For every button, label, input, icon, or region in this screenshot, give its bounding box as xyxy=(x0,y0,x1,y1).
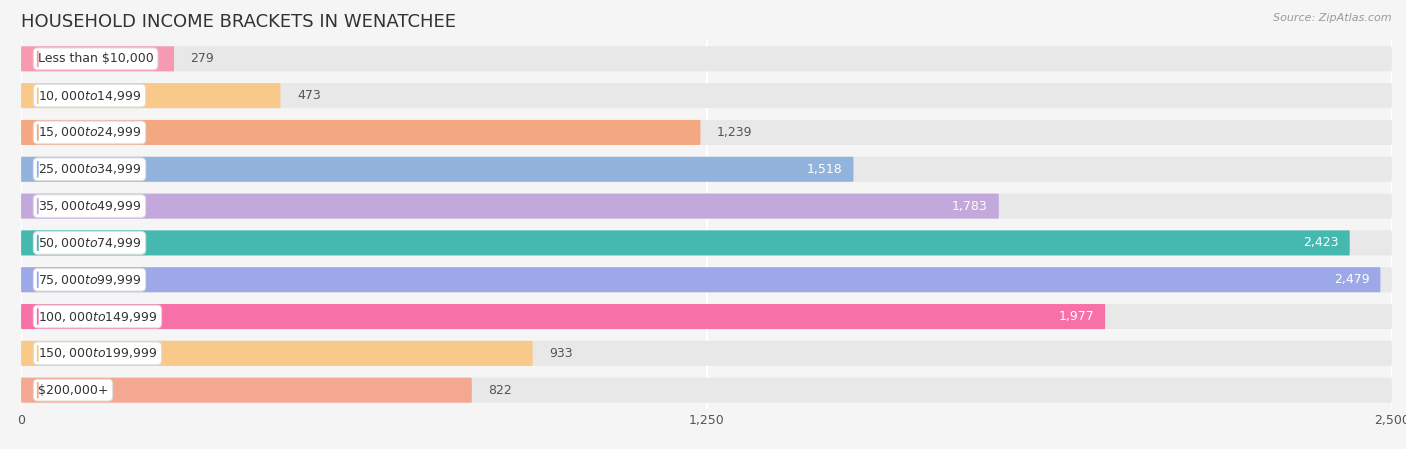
Text: $75,000 to $99,999: $75,000 to $99,999 xyxy=(38,273,141,287)
Text: 933: 933 xyxy=(550,347,572,360)
FancyBboxPatch shape xyxy=(21,194,998,219)
Text: Less than $10,000: Less than $10,000 xyxy=(38,53,153,65)
Text: 1,783: 1,783 xyxy=(952,200,988,212)
Text: $50,000 to $74,999: $50,000 to $74,999 xyxy=(38,236,141,250)
FancyBboxPatch shape xyxy=(21,157,853,182)
FancyBboxPatch shape xyxy=(21,378,472,403)
Text: HOUSEHOLD INCOME BRACKETS IN WENATCHEE: HOUSEHOLD INCOME BRACKETS IN WENATCHEE xyxy=(21,13,456,31)
FancyBboxPatch shape xyxy=(21,83,280,108)
FancyBboxPatch shape xyxy=(21,230,1392,255)
FancyBboxPatch shape xyxy=(21,341,533,366)
FancyBboxPatch shape xyxy=(21,157,1392,182)
Text: Source: ZipAtlas.com: Source: ZipAtlas.com xyxy=(1274,13,1392,23)
Text: 1,977: 1,977 xyxy=(1059,310,1094,323)
Text: $100,000 to $149,999: $100,000 to $149,999 xyxy=(38,309,157,324)
FancyBboxPatch shape xyxy=(21,230,1350,255)
FancyBboxPatch shape xyxy=(21,304,1392,329)
Text: $35,000 to $49,999: $35,000 to $49,999 xyxy=(38,199,141,213)
FancyBboxPatch shape xyxy=(21,83,1392,108)
FancyBboxPatch shape xyxy=(21,267,1381,292)
FancyBboxPatch shape xyxy=(21,120,1392,145)
Text: $10,000 to $14,999: $10,000 to $14,999 xyxy=(38,88,141,103)
FancyBboxPatch shape xyxy=(21,194,1392,219)
FancyBboxPatch shape xyxy=(21,120,700,145)
FancyBboxPatch shape xyxy=(21,341,1392,366)
FancyBboxPatch shape xyxy=(21,378,1392,403)
Text: 2,423: 2,423 xyxy=(1303,237,1339,249)
FancyBboxPatch shape xyxy=(21,267,1392,292)
FancyBboxPatch shape xyxy=(21,46,174,71)
Text: $15,000 to $24,999: $15,000 to $24,999 xyxy=(38,125,141,140)
Text: 822: 822 xyxy=(488,384,512,396)
Text: $150,000 to $199,999: $150,000 to $199,999 xyxy=(38,346,157,361)
FancyBboxPatch shape xyxy=(21,304,1105,329)
Text: $200,000+: $200,000+ xyxy=(38,384,108,396)
Text: 2,479: 2,479 xyxy=(1334,273,1369,286)
Text: $25,000 to $34,999: $25,000 to $34,999 xyxy=(38,162,141,176)
Text: 473: 473 xyxy=(297,89,321,102)
Text: 279: 279 xyxy=(191,53,214,65)
Text: 1,518: 1,518 xyxy=(807,163,842,176)
Text: 1,239: 1,239 xyxy=(717,126,752,139)
FancyBboxPatch shape xyxy=(21,46,1392,71)
